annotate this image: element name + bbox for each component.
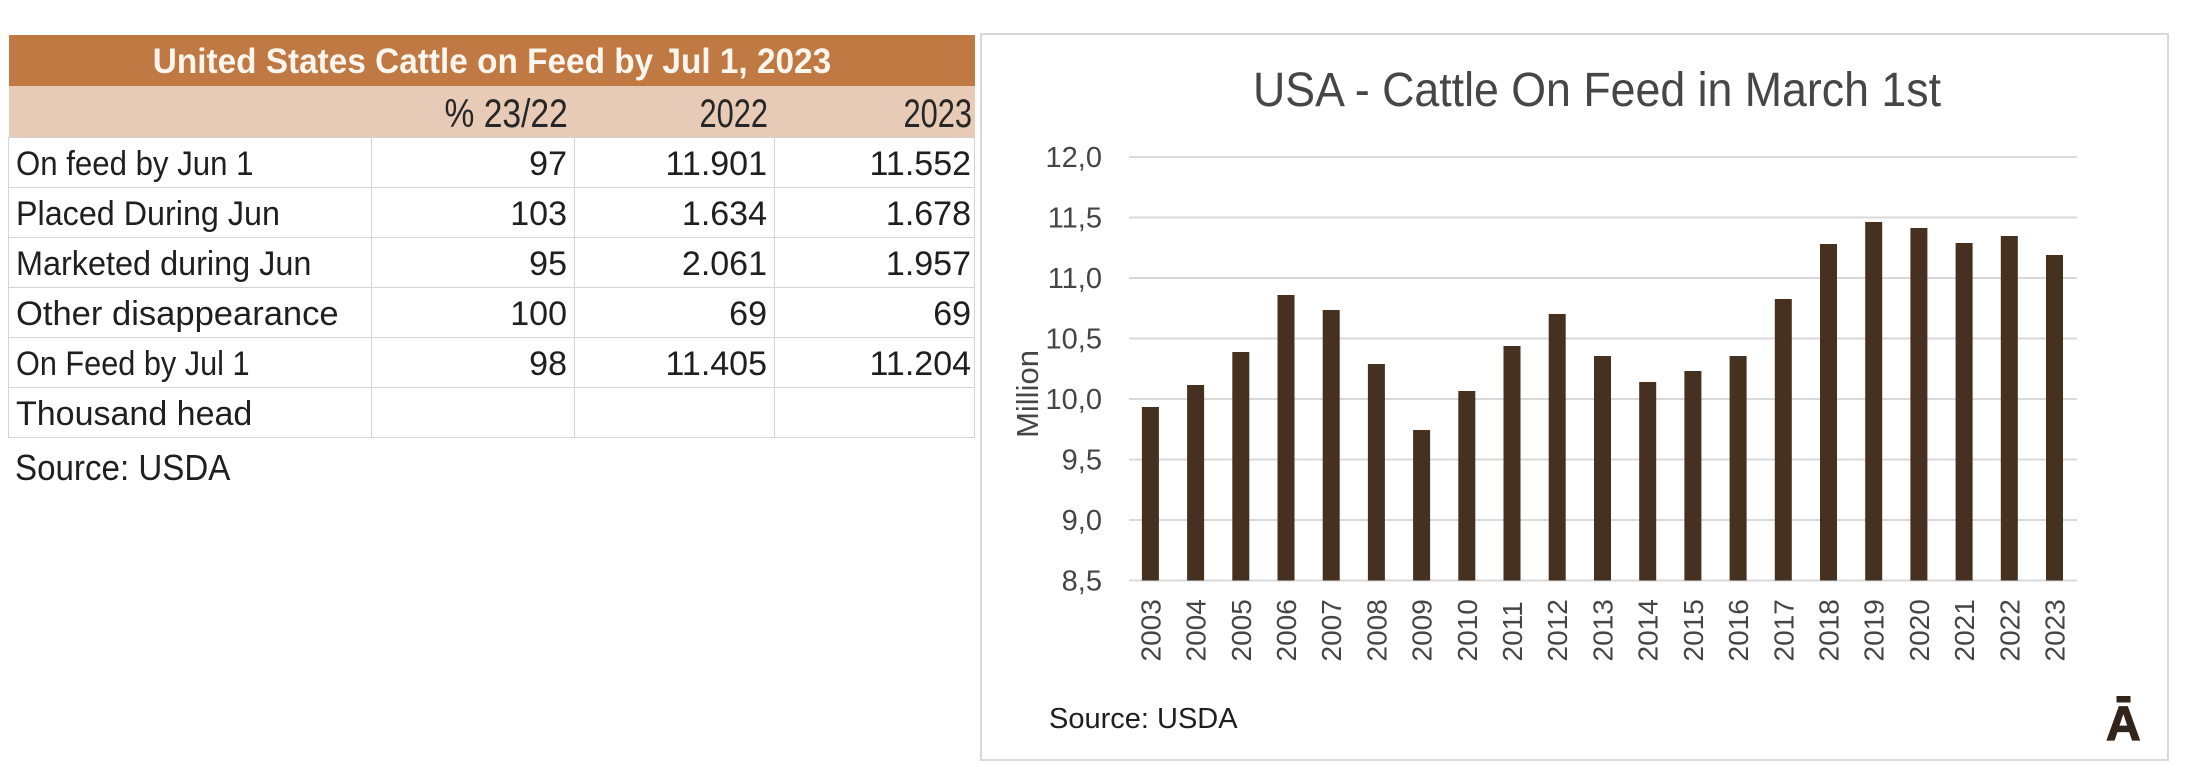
svg-text:2011: 2011 xyxy=(1497,601,1528,661)
svg-text:9,5: 9,5 xyxy=(1062,445,1102,477)
svg-text:2005: 2005 xyxy=(1226,599,1257,661)
svg-text:2018: 2018 xyxy=(1814,599,1845,661)
svg-text:2003: 2003 xyxy=(1135,599,1166,661)
svg-text:11,0: 11,0 xyxy=(1048,263,1102,295)
svg-text:2017: 2017 xyxy=(1768,599,1799,661)
svg-text:2019: 2019 xyxy=(1859,599,1890,661)
svg-text:Source: USDA: Source: USDA xyxy=(1049,703,1238,735)
svg-text:2007: 2007 xyxy=(1316,599,1347,661)
svg-text:2015: 2015 xyxy=(1678,599,1709,661)
svg-text:USA - Cattle On Feed in March: USA - Cattle On Feed in March 1st xyxy=(1253,64,1941,117)
svg-text:2009: 2009 xyxy=(1407,599,1438,661)
svg-text:2013: 2013 xyxy=(1588,599,1619,661)
svg-text:9,0: 9,0 xyxy=(1062,505,1102,537)
svg-text:2008: 2008 xyxy=(1361,599,1392,661)
svg-text:2016: 2016 xyxy=(1723,599,1754,661)
svg-text:2023: 2023 xyxy=(2040,599,2071,661)
svg-text:2022: 2022 xyxy=(1994,599,2025,661)
svg-text:10,0: 10,0 xyxy=(1046,384,1102,416)
svg-text:2020: 2020 xyxy=(1904,599,1935,661)
svg-text:2014: 2014 xyxy=(1633,599,1664,661)
svg-text:A: A xyxy=(2106,698,2141,751)
svg-text:2021: 2021 xyxy=(1949,599,1980,661)
svg-text:2010: 2010 xyxy=(1452,599,1483,661)
svg-text:10,5: 10,5 xyxy=(1046,324,1102,356)
svg-text:8,5: 8,5 xyxy=(1062,566,1102,598)
svg-text:2012: 2012 xyxy=(1542,599,1573,661)
svg-text:2004: 2004 xyxy=(1181,599,1212,661)
svg-text:Million: Million xyxy=(1010,350,1045,438)
svg-text:2006: 2006 xyxy=(1271,599,1302,661)
svg-text:11,5: 11,5 xyxy=(1048,203,1102,235)
svg-text:12,0: 12,0 xyxy=(1046,142,1102,174)
